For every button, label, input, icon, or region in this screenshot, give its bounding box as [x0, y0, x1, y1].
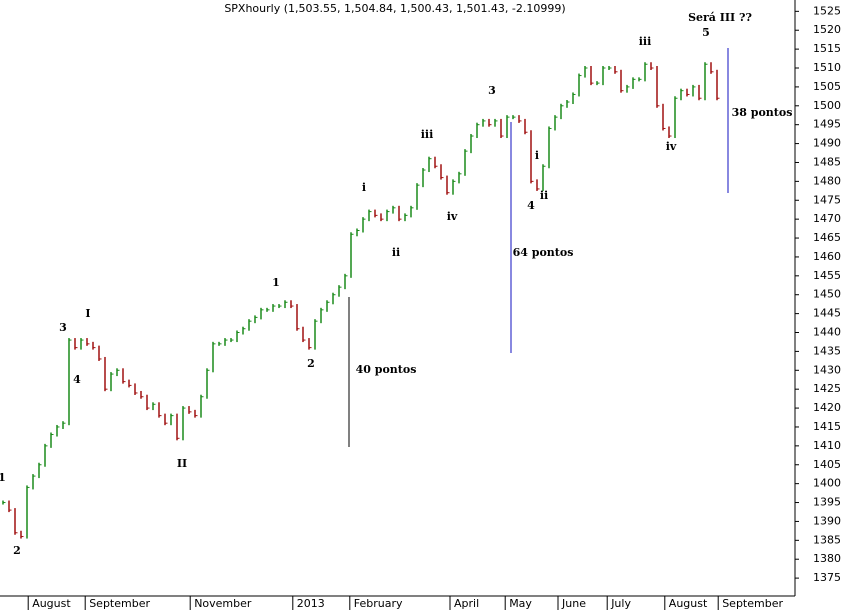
x-tick-label: August — [669, 597, 708, 610]
x-tick-label: September — [722, 597, 783, 610]
y-tick-label: 1400 — [813, 477, 841, 490]
wave-label: 2 — [307, 357, 315, 370]
x-tick-label: February — [354, 597, 403, 610]
y-tick-label: 1445 — [813, 307, 841, 320]
y-tick-label: 1460 — [813, 250, 841, 263]
wave-label: ii — [392, 246, 400, 259]
y-tick-label: 1465 — [813, 231, 841, 244]
y-tick-label: 1485 — [813, 155, 841, 168]
y-tick-label: 1470 — [813, 212, 841, 225]
y-tick-label: 1510 — [813, 61, 841, 74]
wave-label: i — [535, 149, 539, 162]
y-tick-label: 1385 — [813, 533, 841, 546]
x-tick-label: August — [32, 597, 71, 610]
wave-label: II — [177, 457, 187, 470]
wave-label: 64 pontos — [513, 246, 574, 259]
y-tick-label: 1490 — [813, 137, 841, 150]
y-tick-label: 1380 — [813, 552, 841, 565]
y-tick-label: 1425 — [813, 382, 841, 395]
wave-label: iv — [447, 210, 458, 223]
wave-label: 1 — [272, 276, 280, 289]
y-tick-label: 1420 — [813, 401, 841, 414]
wave-label: 38 pontos — [732, 106, 793, 119]
wave-label: iii — [421, 128, 434, 141]
wave-label: 3 — [488, 84, 496, 97]
y-tick-label: 1395 — [813, 496, 841, 509]
y-tick-label: 1415 — [813, 420, 841, 433]
x-tick-label: June — [561, 597, 586, 610]
wave-label: i — [362, 181, 366, 194]
wave-label: 5 — [702, 26, 710, 39]
x-tick-label: July — [610, 597, 631, 610]
chart-title: SPXhourly (1,503.55, 1,504.84, 1,500.43,… — [224, 2, 565, 15]
y-tick-label: 1520 — [813, 23, 841, 36]
x-tick-label: April — [454, 597, 479, 610]
x-tick-label: May — [509, 597, 532, 610]
y-tick-label: 1525 — [813, 4, 841, 17]
y-tick-label: 1440 — [813, 326, 841, 339]
wave-label: 40 pontos — [356, 363, 417, 376]
wave-label: Será III ?? — [688, 11, 752, 24]
y-tick-label: 1410 — [813, 439, 841, 452]
x-tick-label: 2013 — [297, 597, 325, 610]
wave-label: 3 — [59, 321, 67, 334]
wave-label: iii — [639, 35, 652, 48]
wave-label: I — [85, 307, 90, 320]
y-tick-label: 1405 — [813, 458, 841, 471]
y-tick-label: 1505 — [813, 80, 841, 93]
y-tick-label: 1390 — [813, 514, 841, 527]
y-tick-label: 1430 — [813, 363, 841, 376]
y-tick-label: 1500 — [813, 99, 841, 112]
y-tick-label: 1495 — [813, 118, 841, 131]
wave-label: 2 — [13, 544, 21, 557]
wave-label: 4 — [527, 199, 535, 212]
y-tick-label: 1435 — [813, 344, 841, 357]
y-tick-label: 1455 — [813, 269, 841, 282]
wave-label: ii — [540, 189, 548, 202]
wave-label: iv — [666, 140, 677, 153]
x-tick-label: September — [89, 597, 150, 610]
y-tick-label: 1480 — [813, 174, 841, 187]
y-tick-label: 1450 — [813, 288, 841, 301]
wave-label: 4 — [73, 373, 81, 386]
y-tick-label: 1375 — [813, 571, 841, 584]
wave-label: 1 — [0, 471, 6, 484]
x-tick-label: November — [194, 597, 252, 610]
y-tick-label: 1515 — [813, 42, 841, 55]
y-tick-label: 1475 — [813, 193, 841, 206]
